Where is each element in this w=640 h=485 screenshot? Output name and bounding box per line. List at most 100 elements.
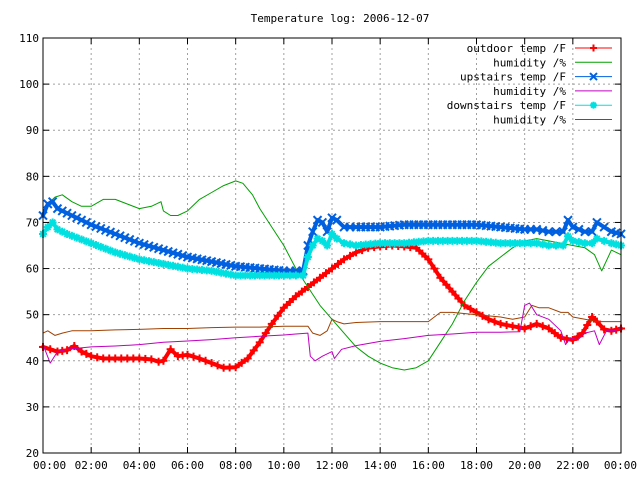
data-point xyxy=(599,222,609,232)
data-point xyxy=(312,215,323,225)
data-point xyxy=(574,238,583,247)
data-point xyxy=(600,325,609,334)
data-point xyxy=(67,210,77,221)
data-point xyxy=(583,321,592,330)
data-point xyxy=(544,226,554,237)
data-point xyxy=(588,239,597,248)
data-point xyxy=(249,346,258,355)
data-point xyxy=(559,241,568,250)
y-tick-label: 30 xyxy=(26,401,39,414)
data-point xyxy=(563,215,573,225)
data-point xyxy=(93,353,102,362)
data-point xyxy=(332,234,341,243)
data-point xyxy=(590,44,597,52)
data-point xyxy=(526,322,535,331)
x-tick-label: 22:00 xyxy=(556,459,589,472)
data-point xyxy=(47,196,58,207)
data-point xyxy=(466,304,475,313)
data-point xyxy=(448,287,457,296)
data-point xyxy=(538,322,547,331)
chart-title: Temperature log: 2006-12-07 xyxy=(251,12,430,25)
legend-label: humidity /% xyxy=(493,114,566,127)
x-tick-label: 02:00 xyxy=(75,459,108,472)
data-point xyxy=(183,350,192,359)
data-point xyxy=(496,319,505,328)
data-point xyxy=(87,352,96,361)
data-point xyxy=(490,317,499,326)
data-point xyxy=(508,322,517,331)
data-point xyxy=(551,241,560,250)
data-point xyxy=(195,354,204,363)
data-point xyxy=(538,240,547,249)
data-point xyxy=(568,336,577,345)
data-point xyxy=(303,253,312,262)
legend-label: outdoor temp /F xyxy=(467,42,566,55)
y-tick-label: 100 xyxy=(19,78,39,91)
x-tick-label: 00:00 xyxy=(604,459,637,472)
data-point xyxy=(279,303,288,312)
tick-layer: 20 30 40 50 60 70 80 90 100 110 00:00 02:00 04:00 06:… xyxy=(19,32,637,472)
data-point xyxy=(574,224,584,235)
x-tick-label: 18:00 xyxy=(460,459,493,472)
data-point xyxy=(405,238,414,247)
data-point xyxy=(315,273,324,282)
data-point xyxy=(147,355,156,364)
data-point xyxy=(243,354,252,363)
data-point xyxy=(551,226,561,237)
legend-item: humidity /% xyxy=(493,114,612,127)
data-point xyxy=(328,229,336,238)
data-point xyxy=(299,271,308,280)
series-layer xyxy=(38,180,626,372)
data-point xyxy=(332,215,342,225)
series-6 xyxy=(42,304,622,336)
data-point xyxy=(418,249,427,258)
legend-item: outdoor temp /F xyxy=(467,42,612,55)
data-point xyxy=(309,278,318,287)
x-tick-label: 14:00 xyxy=(364,459,397,472)
legend-item: upstairs temp /F xyxy=(460,71,612,84)
data-point xyxy=(43,199,53,209)
y-tick-label: 70 xyxy=(26,216,39,229)
data-point xyxy=(291,292,300,301)
data-point xyxy=(346,240,355,249)
legend-item: humidity /% xyxy=(493,56,612,69)
data-point xyxy=(588,312,597,321)
data-point xyxy=(568,236,577,245)
data-point xyxy=(291,271,300,280)
data-point xyxy=(159,356,168,365)
x-tick-label: 04:00 xyxy=(123,459,156,472)
series-line xyxy=(42,304,622,336)
data-point xyxy=(544,241,553,250)
y-tick-label: 90 xyxy=(26,124,39,137)
data-point xyxy=(62,208,72,218)
series-line xyxy=(42,302,622,364)
data-point xyxy=(201,356,210,365)
data-point xyxy=(46,345,55,354)
data-point xyxy=(76,215,87,225)
data-point xyxy=(520,324,529,333)
data-point xyxy=(169,261,178,270)
x-tick-label: 20:00 xyxy=(508,459,541,472)
data-point xyxy=(514,323,523,332)
data-point xyxy=(255,338,264,347)
data-point xyxy=(484,315,493,324)
data-point xyxy=(454,294,463,303)
legend-label: humidity /% xyxy=(493,56,566,69)
y-tick-label: 110 xyxy=(19,32,39,45)
series-4 xyxy=(42,302,622,364)
data-point xyxy=(352,248,361,257)
data-point xyxy=(308,241,317,250)
data-point xyxy=(231,363,240,372)
data-point xyxy=(526,239,535,248)
data-point xyxy=(321,269,330,278)
y-tick-label: 80 xyxy=(26,170,39,183)
data-point xyxy=(340,255,349,264)
x-tick-label: 08:00 xyxy=(219,459,252,472)
data-point xyxy=(57,206,67,216)
y-tick-label: 40 xyxy=(26,355,39,368)
data-point xyxy=(334,259,343,268)
data-point xyxy=(424,255,433,264)
